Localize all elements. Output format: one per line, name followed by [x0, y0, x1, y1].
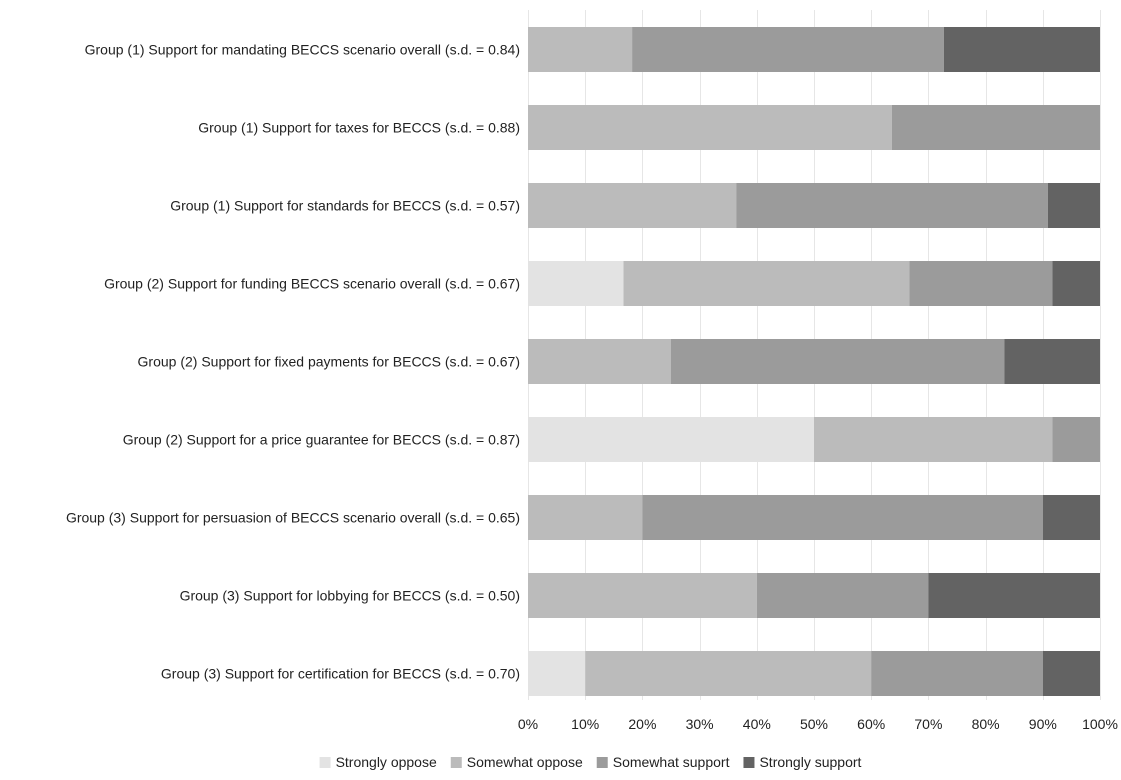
legend-item: Somewhat support: [596, 754, 730, 770]
bar-segment-somewhat-support: [671, 339, 1005, 384]
bar-segment-somewhat-support: [909, 261, 1053, 306]
bar-segment-somewhat-support: [642, 495, 1043, 540]
x-tick-label: 50%: [800, 716, 828, 732]
bar-segment-somewhat-support: [871, 651, 1043, 696]
legend-item: Strongly oppose: [319, 754, 437, 770]
x-tick-label: 90%: [1029, 716, 1057, 732]
x-tick-label: 0%: [518, 716, 538, 732]
bar-segment-somewhat-oppose: [528, 105, 892, 150]
x-tick-label: 10%: [571, 716, 599, 732]
bar-segment-strongly-support: [1042, 651, 1100, 696]
bar-segment-somewhat-oppose: [528, 27, 633, 72]
x-tick-label: 70%: [914, 716, 942, 732]
bar-segment-somewhat-oppose: [528, 495, 643, 540]
legend-label: Strongly oppose: [336, 754, 437, 770]
category-label: Group (2) Support for fixed payments for…: [138, 354, 520, 370]
x-axis-ticks: 0% 10% 20% 30% 40% 50% 60% 70% 80% 90% 100%: [518, 716, 1118, 732]
bar-segment-somewhat-oppose: [528, 573, 757, 618]
bar-segment-somewhat-support: [891, 105, 1100, 150]
x-tick-label: 100%: [1082, 716, 1118, 732]
category-label: Group (3) Support for persuasion of BECC…: [66, 510, 520, 526]
x-tick-label: 20%: [628, 716, 656, 732]
bar-segment-somewhat-support: [736, 183, 1048, 228]
legend-item: Somewhat oppose: [450, 754, 583, 770]
bar-segment-strongly-support: [1052, 261, 1100, 306]
bar-segment-somewhat-support: [756, 573, 929, 618]
bar-segment-somewhat-oppose: [585, 651, 872, 696]
bars-layer: [528, 27, 1100, 696]
category-label: Group (2) Support for a price guarantee …: [123, 432, 520, 448]
bar-segment-somewhat-oppose: [528, 339, 671, 384]
x-tick-label: 30%: [686, 716, 714, 732]
category-label: Group (3) Support for certification for …: [161, 666, 520, 682]
legend-swatch: [450, 757, 462, 768]
bar-segment-somewhat-oppose: [528, 183, 737, 228]
legend-swatch: [743, 757, 755, 768]
legend-label: Strongly support: [759, 754, 861, 770]
legend-swatch: [319, 757, 331, 768]
x-tick-label: 80%: [972, 716, 1000, 732]
bar-segment-strongly-support: [1047, 183, 1100, 228]
bar-segment-strongly-oppose: [528, 651, 586, 696]
category-label: Group (3) Support for lobbying for BECCS…: [180, 588, 520, 604]
category-label: Group (1) Support for standards for BECC…: [170, 198, 520, 214]
bar-segment-strongly-support: [1042, 495, 1100, 540]
bar-segment-somewhat-oppose: [623, 261, 910, 306]
category-label: Group (2) Support for funding BECCS scen…: [104, 276, 520, 292]
bar-segment-strongly-oppose: [528, 261, 624, 306]
legend-label: Somewhat oppose: [467, 754, 583, 770]
legend-item: Strongly support: [743, 754, 862, 770]
category-label: Group (1) Support for mandating BECCS sc…: [85, 42, 520, 58]
legend-label: Somewhat support: [613, 754, 730, 770]
bar-segment-strongly-support: [943, 27, 1100, 72]
bar-segment-somewhat-support: [1052, 417, 1100, 462]
category-label: Group (1) Support for taxes for BECCS (s…: [198, 120, 520, 136]
bar-segment-somewhat-support: [632, 27, 944, 72]
legend: Strongly oppose Somewhat oppose Somewhat s…: [319, 754, 862, 770]
category-labels: Group (1) Support for mandating BECCS sc…: [66, 42, 520, 682]
x-tick-label: 60%: [857, 716, 885, 732]
bar-segment-strongly-oppose: [528, 417, 814, 462]
legend-swatch: [596, 757, 608, 768]
x-tick-label: 40%: [743, 716, 771, 732]
bar-segment-strongly-support: [1004, 339, 1100, 384]
bar-segment-somewhat-oppose: [814, 417, 1053, 462]
bar-segment-strongly-support: [928, 573, 1100, 618]
